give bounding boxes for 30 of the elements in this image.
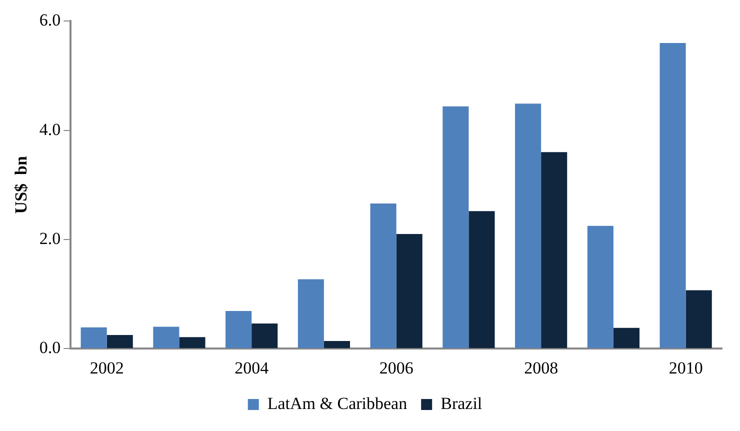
bar — [660, 43, 686, 348]
bar — [252, 324, 278, 348]
bar — [686, 290, 712, 348]
bar — [324, 340, 350, 348]
bar — [541, 152, 568, 348]
y-tick-label: 0.0 — [39, 338, 61, 358]
bar — [613, 328, 640, 348]
legend-label: LatAm & Caribbean — [267, 394, 408, 413]
x-tick-label: 2002 — [90, 358, 124, 378]
x-tick-label: 2006 — [379, 358, 414, 378]
bar — [515, 104, 542, 348]
bar — [298, 279, 324, 348]
y-tick-label: 4.0 — [39, 120, 61, 139]
bar — [80, 327, 107, 348]
bar — [153, 326, 180, 348]
bar — [468, 211, 495, 348]
y-tick-label: 6.0 — [39, 10, 61, 30]
bar — [587, 226, 614, 348]
y-axis-title: US$ bn — [12, 156, 31, 214]
bar — [442, 106, 469, 348]
bar — [396, 234, 422, 348]
x-tick-label: 2004 — [234, 358, 270, 378]
y-tick-label: 2.0 — [39, 228, 61, 248]
x-tick-label: 2010 — [668, 358, 703, 378]
bar — [179, 337, 206, 348]
legend-label: Brazil — [440, 394, 482, 413]
bar — [226, 310, 252, 348]
bar — [106, 334, 133, 348]
bar — [370, 203, 396, 348]
x-tick-label: 2008 — [524, 358, 558, 378]
